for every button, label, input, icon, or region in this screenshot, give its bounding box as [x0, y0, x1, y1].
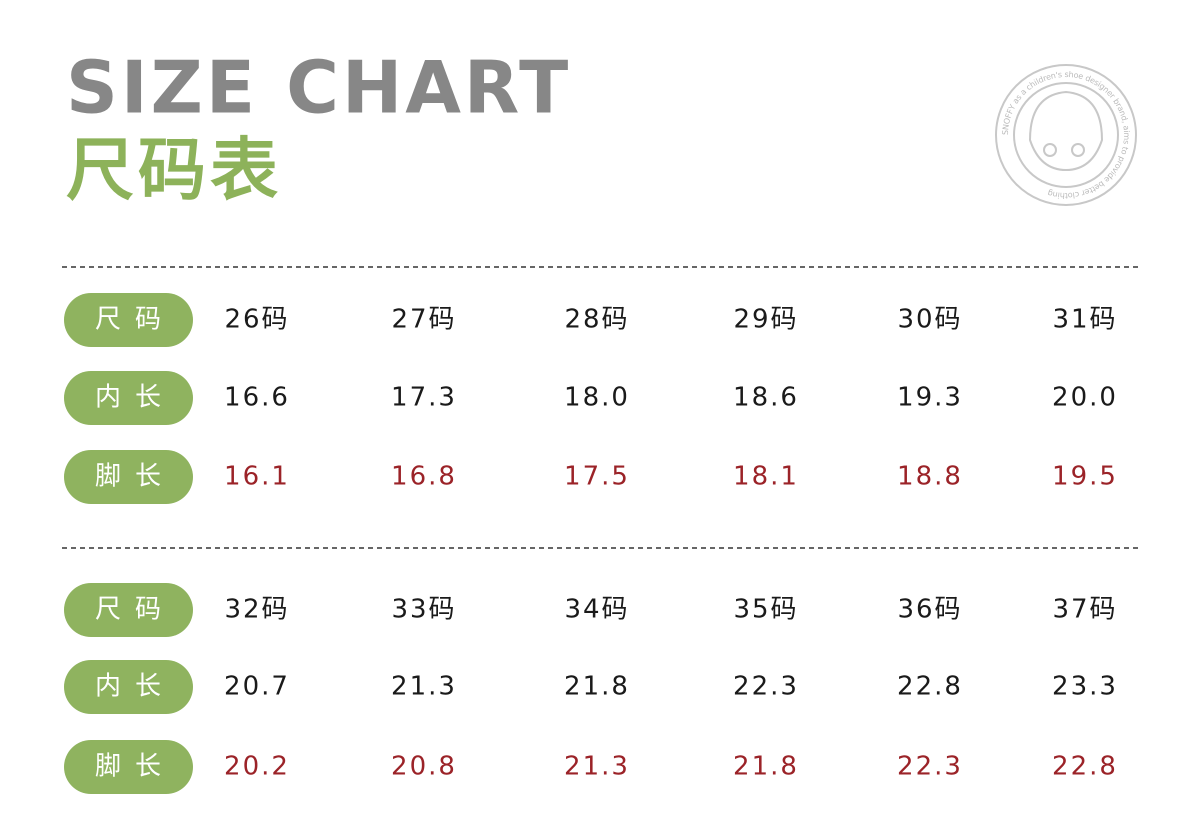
logo-face	[1028, 90, 1104, 172]
cell: 28码	[564, 305, 629, 335]
cell: 32码	[224, 595, 289, 625]
cell: 29码	[733, 305, 798, 335]
logo-eye	[1043, 143, 1057, 157]
row-label-pill	[64, 740, 193, 794]
cell: 16.1	[224, 462, 290, 492]
row-label-pill	[64, 371, 193, 425]
cell: 21.3	[564, 752, 630, 782]
cell: 26码	[224, 305, 289, 335]
row-label: 内长	[95, 672, 175, 702]
row-label-pill	[64, 583, 193, 637]
cell: 21.8	[733, 752, 799, 782]
row-label-pill	[64, 660, 193, 714]
cell: 21.3	[391, 672, 457, 702]
cell: 35码	[733, 595, 798, 625]
logo-eye	[1071, 143, 1085, 157]
row-label: 尺码	[95, 595, 175, 625]
row-label: 脚长	[95, 752, 175, 782]
cell: 18.6	[733, 383, 799, 413]
row-label: 内长	[95, 383, 175, 413]
cell: 33码	[391, 595, 456, 625]
title: SIZE CHART	[66, 46, 571, 130]
cell: 19.5	[1052, 462, 1118, 492]
cell: 27码	[391, 305, 456, 335]
cell: 20.2	[224, 752, 290, 782]
cell: 37码	[1052, 595, 1117, 625]
cell: 16.6	[224, 383, 290, 413]
cell: 31码	[1052, 305, 1117, 335]
cell: 20.7	[224, 672, 290, 702]
cell: 18.0	[564, 383, 630, 413]
row-label-pill	[64, 293, 193, 347]
cell: 16.8	[391, 462, 457, 492]
logo-inner-ring	[1013, 82, 1119, 188]
cell: 22.8	[1052, 752, 1118, 782]
cell: 18.1	[733, 462, 799, 492]
cell: 20.8	[391, 752, 457, 782]
row-label-pill	[64, 450, 193, 504]
row-label: 尺码	[95, 305, 175, 335]
cell: 17.3	[391, 383, 457, 413]
cell: 19.3	[897, 383, 963, 413]
cell: 36码	[897, 595, 962, 625]
subtitle: 尺码表	[66, 132, 282, 211]
cell: 17.5	[564, 462, 630, 492]
cell: 22.3	[733, 672, 799, 702]
cell: 22.8	[897, 672, 963, 702]
row-label: 脚长	[95, 462, 175, 492]
cell: 23.3	[1052, 672, 1118, 702]
cell: 20.0	[1052, 383, 1118, 413]
cell: 30码	[897, 305, 962, 335]
cell: 22.3	[897, 752, 963, 782]
cell: 34码	[564, 595, 629, 625]
cell: 21.8	[564, 672, 630, 702]
logo-ring	[995, 64, 1137, 206]
cell: 18.8	[897, 462, 963, 492]
